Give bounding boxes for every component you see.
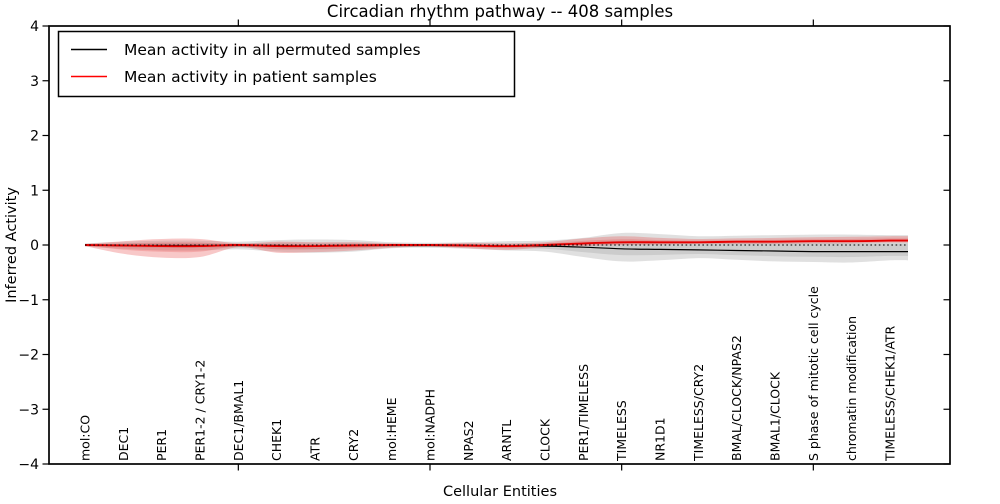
- x-entity-label-11: ARNTL: [499, 420, 514, 461]
- y-axis-label: Inferred Activity: [4, 187, 20, 303]
- x-entity-label-21: TIMELESS/CHEK1/ATR: [883, 325, 898, 462]
- band-inner-0: [85, 240, 908, 258]
- y-tick-label: 0: [30, 238, 39, 254]
- x-entity-label-0: mol:CO: [78, 415, 93, 461]
- x-entity-label-18: BMAL1/CLOCK: [768, 371, 783, 461]
- x-entity-label-20: chromatin modification: [844, 316, 859, 461]
- axis-ticks: [42, 19, 950, 471]
- chart-title: Circadian rhythm pathway -- 408 samples: [327, 2, 673, 21]
- x-entity-label-19: S phase of mitotic cell cycle: [806, 286, 821, 461]
- x-axis-label: Cellular Entities: [443, 484, 557, 500]
- x-entity-label-14: TIMELESS: [614, 400, 629, 462]
- envelope-bands: [85, 232, 908, 263]
- x-entity-label-8: mol:HEME: [384, 397, 399, 461]
- legend-box: [57, 30, 516, 98]
- y-tick-label: −2: [18, 348, 39, 364]
- legend-entry-patient: Mean activity in patient samples: [71, 68, 377, 86]
- y-tick-label: 1: [30, 183, 39, 199]
- x-entity-label-13: PER1/TIMELESS: [576, 364, 591, 461]
- x-entity-label-6: ATR: [308, 437, 323, 461]
- y-tick-label: −1: [18, 293, 39, 309]
- x-entity-label-4: DEC1/BMAL1: [231, 380, 246, 461]
- y-tick-label: 2: [30, 129, 39, 145]
- x-entity-label-3: PER1-2 / CRY1-2: [193, 360, 208, 461]
- legend-entry-permuted: Mean activity in all permuted samples: [71, 41, 421, 59]
- x-entity-label-10: NPAS2: [461, 420, 476, 461]
- x-entity-label-9: mol:NADPH: [423, 389, 438, 461]
- y-tick-label: 4: [30, 19, 39, 35]
- x-entity-label-15: NR1D1: [653, 417, 668, 461]
- x-entity-label-16: TIMELESS/CRY2: [691, 364, 706, 462]
- y-tick-label: −4: [18, 457, 39, 473]
- patient-mean-line: [84, 239, 909, 248]
- y-tick-label: −3: [18, 402, 39, 418]
- legend-label-patient: Mean activity in patient samples: [124, 68, 377, 86]
- y-tick-labels: 4 3 2 1 0 −1 −2 −3 −4: [18, 19, 39, 473]
- x-entity-label-17: BMAL/CLOCK/NPAS2: [729, 335, 744, 461]
- x-entity-label-2: PER1: [154, 429, 169, 461]
- legend: Mean activity in all permuted samples Me…: [57, 30, 516, 98]
- x-entity-label-7: CRY2: [346, 429, 361, 461]
- x-entity-label-12: CLOCK: [538, 418, 553, 461]
- x-entity-labels: mol:CO DEC1 PER1 PER1-2 / CRY1-2 DEC1/BMAL1 C…: [78, 286, 898, 462]
- x-entity-label-1: DEC1: [116, 427, 131, 461]
- band-outer-0: [85, 232, 908, 263]
- y-tick-label: 3: [30, 74, 39, 90]
- x-entity-label-5: CHEK1: [269, 419, 284, 461]
- mean-lines: [84, 239, 909, 253]
- legend-label-permuted: Mean activity in all permuted samples: [124, 41, 421, 59]
